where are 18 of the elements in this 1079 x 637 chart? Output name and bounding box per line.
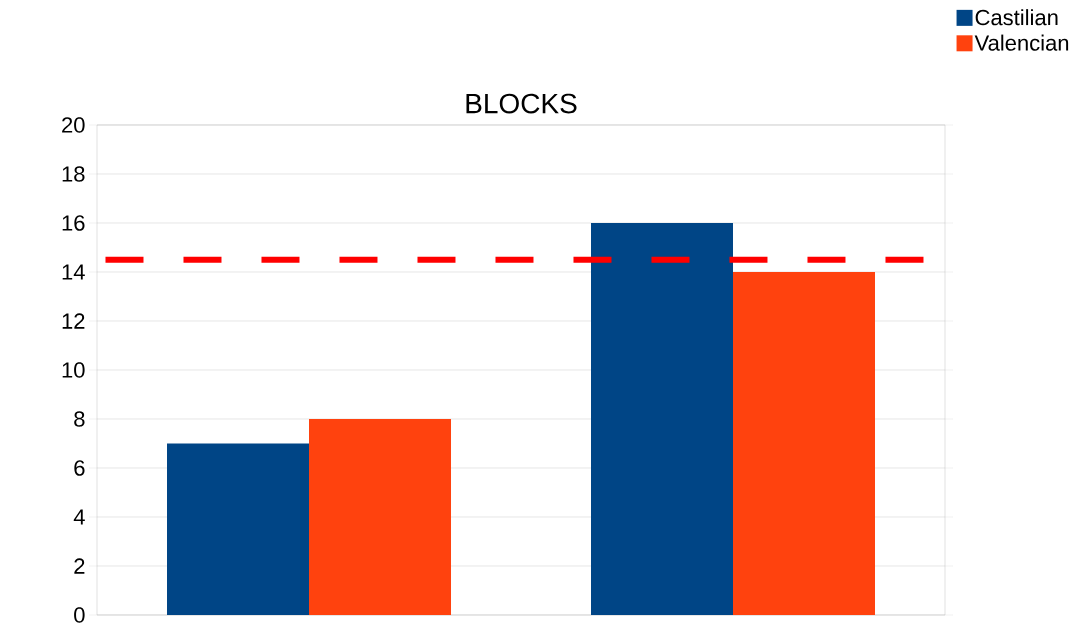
bar — [733, 271, 875, 615]
chart-title: BLOCKS — [466, 93, 577, 114]
y-tick-label: 20 — [62, 117, 85, 133]
bar — [167, 443, 310, 615]
bar — [591, 222, 733, 615]
y-tick-label: 6 — [74, 460, 85, 476]
y-tick-label: 16 — [62, 215, 85, 231]
y-tick-label: 0 — [74, 607, 85, 623]
y-tick-label: 18 — [62, 166, 85, 182]
y-tick-label: 4 — [73, 509, 85, 525]
y-tick-label: 12 — [62, 313, 85, 329]
legend-label: Castilian — [975, 9, 1058, 26]
y-tick-label: 14 — [62, 264, 85, 280]
y-tick-label: 8 — [74, 411, 85, 427]
y-tick-label: 10 — [62, 362, 85, 378]
y-tick-label: 2 — [74, 558, 85, 574]
bar — [309, 418, 452, 615]
legend-label: Valencian — [974, 34, 1069, 51]
